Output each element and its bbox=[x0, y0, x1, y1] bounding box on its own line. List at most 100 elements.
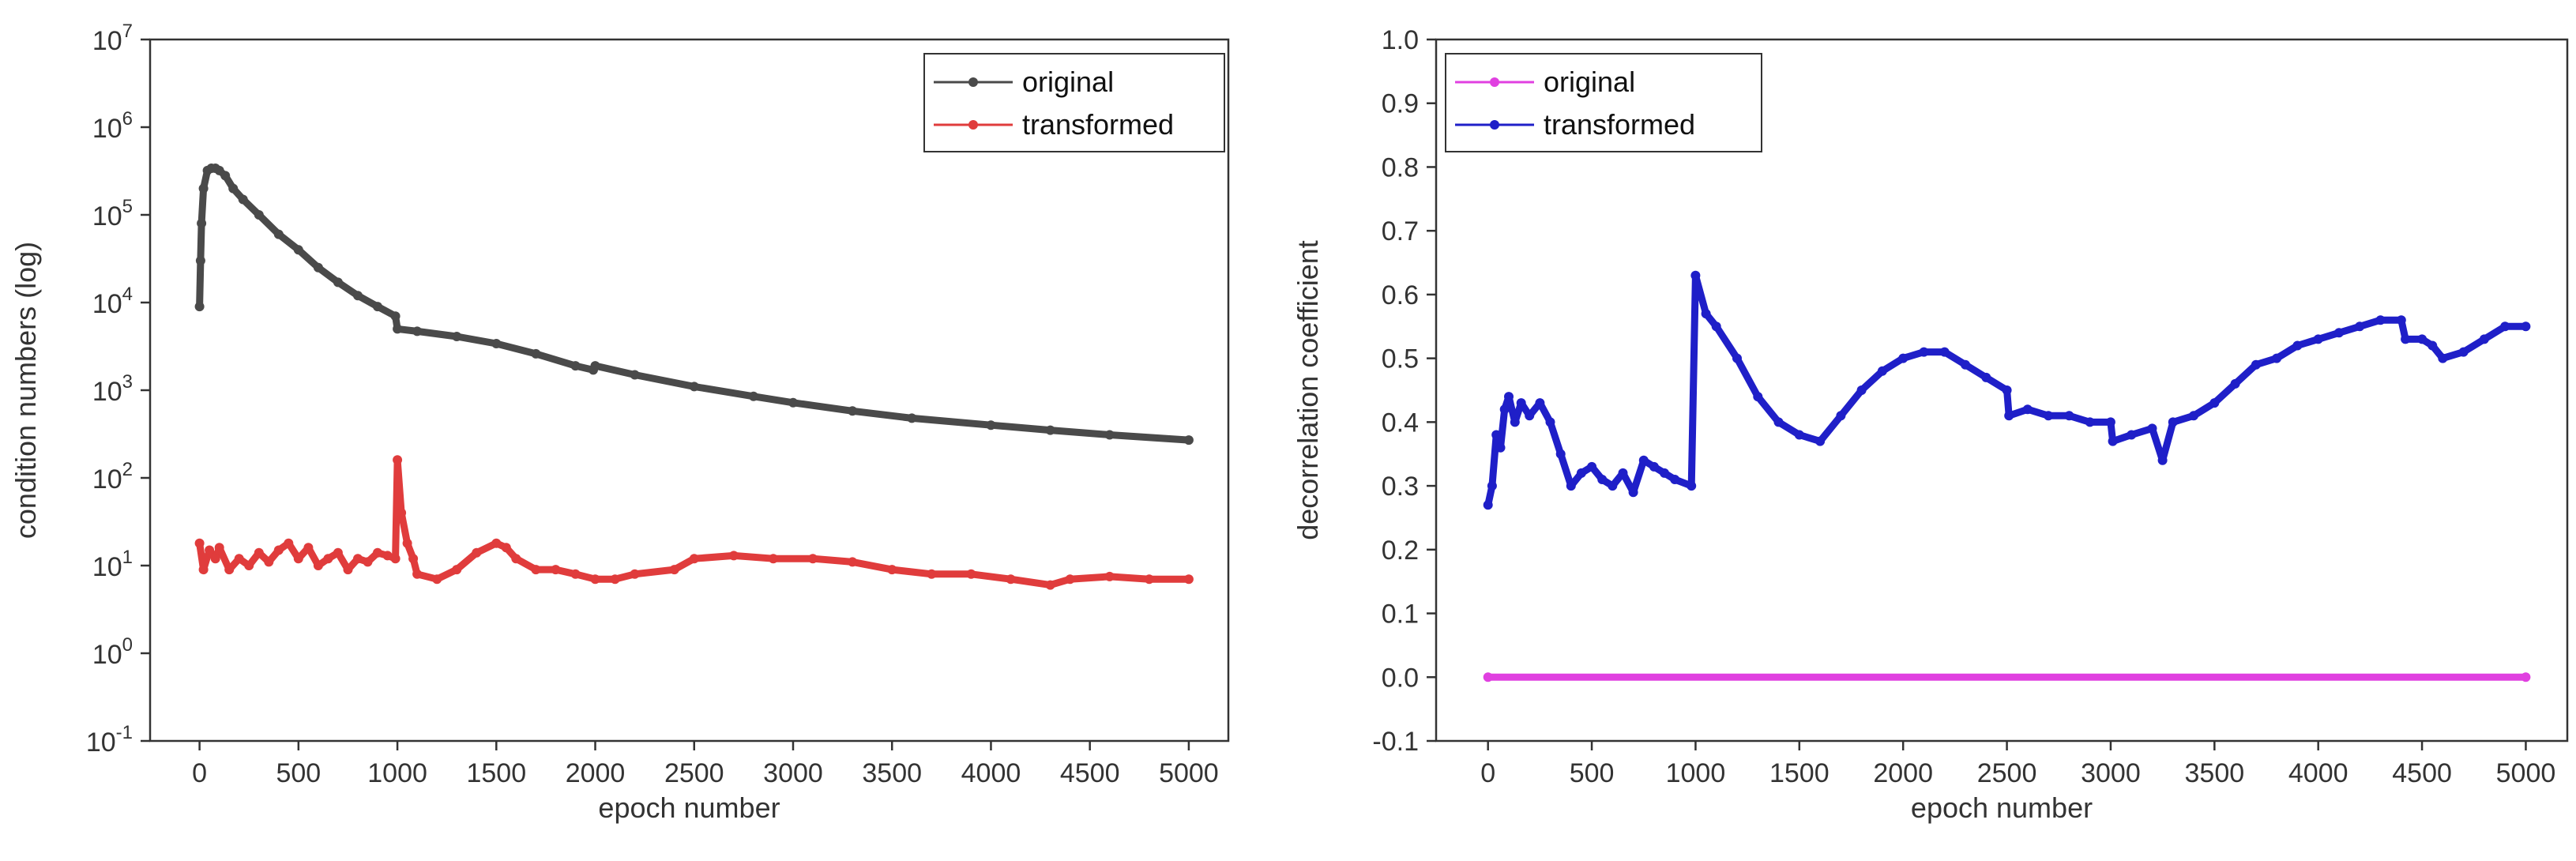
data-point bbox=[293, 245, 303, 255]
data-point bbox=[2292, 340, 2303, 351]
data-point bbox=[214, 543, 224, 553]
condition-numbers-chart: 0 500 1000 1500 2000 2500 3000 3500 4000 4500 5000… bbox=[9, 21, 1230, 824]
data-point bbox=[1877, 366, 1887, 376]
legend-label-original: original bbox=[1022, 66, 1114, 98]
data-point bbox=[373, 547, 382, 558]
legend-box bbox=[1445, 53, 1762, 152]
y-tick-label: 106 bbox=[92, 108, 133, 144]
data-point bbox=[1545, 417, 1555, 427]
series-transformed bbox=[194, 455, 1194, 590]
data-point bbox=[1483, 672, 1493, 682]
data-point bbox=[472, 547, 482, 558]
data-point bbox=[2458, 347, 2469, 357]
y-tick-label: 100 bbox=[92, 634, 133, 670]
data-point bbox=[2251, 359, 2261, 370]
data-point bbox=[491, 339, 502, 348]
x-tick-label: 2000 bbox=[1873, 758, 1933, 788]
data-point bbox=[1516, 398, 1526, 408]
data-point bbox=[1670, 475, 1680, 484]
data-point bbox=[210, 554, 220, 564]
data-point bbox=[689, 382, 699, 392]
data-point bbox=[234, 554, 244, 564]
x-tick-label: 500 bbox=[1570, 758, 1615, 788]
data-point bbox=[452, 565, 462, 575]
y-tick-label: 103 bbox=[92, 371, 133, 407]
data-point bbox=[2272, 353, 2282, 363]
x-tick-label: 1500 bbox=[1769, 758, 1830, 788]
data-point bbox=[333, 547, 343, 558]
data-point bbox=[402, 538, 412, 548]
data-point bbox=[531, 348, 541, 359]
data-point bbox=[1898, 353, 1908, 363]
data-point bbox=[195, 256, 205, 265]
data-point bbox=[408, 554, 419, 564]
decorrelation-coefficient-chart: 0 500 1000 1500 2000 2500 3000 3500 4000 4500 5000… bbox=[1292, 25, 2569, 824]
data-point bbox=[1065, 574, 1075, 585]
data-point bbox=[333, 277, 343, 288]
data-point bbox=[531, 565, 541, 575]
data-point bbox=[2355, 321, 2365, 332]
legend: original transformed bbox=[923, 53, 1225, 152]
data-point bbox=[412, 569, 423, 579]
data-point bbox=[1555, 449, 1566, 459]
data-point bbox=[2108, 436, 2118, 446]
data-point bbox=[2417, 334, 2427, 344]
data-point bbox=[1836, 411, 1846, 421]
data-point bbox=[570, 361, 581, 371]
legend-label-original: original bbox=[1544, 66, 1635, 98]
data-point bbox=[254, 210, 264, 220]
y-tick-label: 105 bbox=[92, 196, 133, 231]
x-tick-label: 4500 bbox=[1060, 758, 1120, 788]
data-point bbox=[284, 538, 294, 548]
data-point bbox=[511, 554, 521, 564]
data-point bbox=[1525, 411, 1535, 421]
data-point bbox=[2209, 398, 2220, 408]
x-tick-label: 3500 bbox=[862, 758, 922, 788]
data-point bbox=[610, 574, 620, 585]
data-point bbox=[1491, 430, 1502, 440]
y-tick-label: 102 bbox=[92, 459, 133, 494]
data-point bbox=[313, 262, 323, 273]
data-point bbox=[2147, 423, 2157, 434]
y-axis-label: condition numbers (log) bbox=[9, 242, 42, 539]
y-tick-label: 0.8 bbox=[1382, 152, 1419, 182]
data-point bbox=[452, 332, 462, 341]
data-point bbox=[1104, 430, 1115, 440]
x-tick-label: 1500 bbox=[466, 758, 526, 788]
data-point bbox=[432, 574, 442, 585]
data-point bbox=[1628, 487, 1638, 498]
data-point bbox=[197, 218, 207, 228]
data-point bbox=[264, 557, 274, 567]
data-point bbox=[303, 543, 314, 553]
x-tick-label: 2000 bbox=[566, 758, 626, 788]
series-original bbox=[1483, 672, 2531, 682]
data-point bbox=[1510, 417, 1520, 427]
data-point bbox=[2002, 385, 2012, 395]
data-point bbox=[228, 183, 239, 194]
data-point bbox=[768, 554, 778, 564]
data-point bbox=[412, 326, 423, 337]
x-tick-label: 0 bbox=[1480, 758, 1495, 788]
data-point bbox=[788, 397, 798, 408]
y-tick-label: 1.0 bbox=[1382, 25, 1419, 55]
data-point bbox=[1608, 481, 1618, 491]
data-point bbox=[1773, 417, 1784, 427]
data-point bbox=[1794, 430, 1804, 440]
data-point bbox=[966, 569, 976, 579]
data-point bbox=[1638, 455, 1649, 465]
series-original bbox=[194, 164, 1194, 446]
data-point bbox=[590, 574, 600, 585]
data-point bbox=[927, 569, 937, 579]
data-point bbox=[1701, 309, 1711, 319]
x-tick-label: 4500 bbox=[2392, 758, 2452, 788]
data-point bbox=[2085, 417, 2095, 427]
data-point bbox=[1660, 468, 1669, 478]
data-point bbox=[1732, 353, 1742, 363]
data-point bbox=[2396, 315, 2406, 325]
data-point bbox=[1711, 321, 1721, 332]
data-point bbox=[1690, 270, 1701, 280]
data-point bbox=[1597, 475, 1608, 484]
data-point bbox=[353, 554, 363, 564]
data-point bbox=[1045, 580, 1055, 590]
data-point bbox=[1566, 481, 1576, 491]
